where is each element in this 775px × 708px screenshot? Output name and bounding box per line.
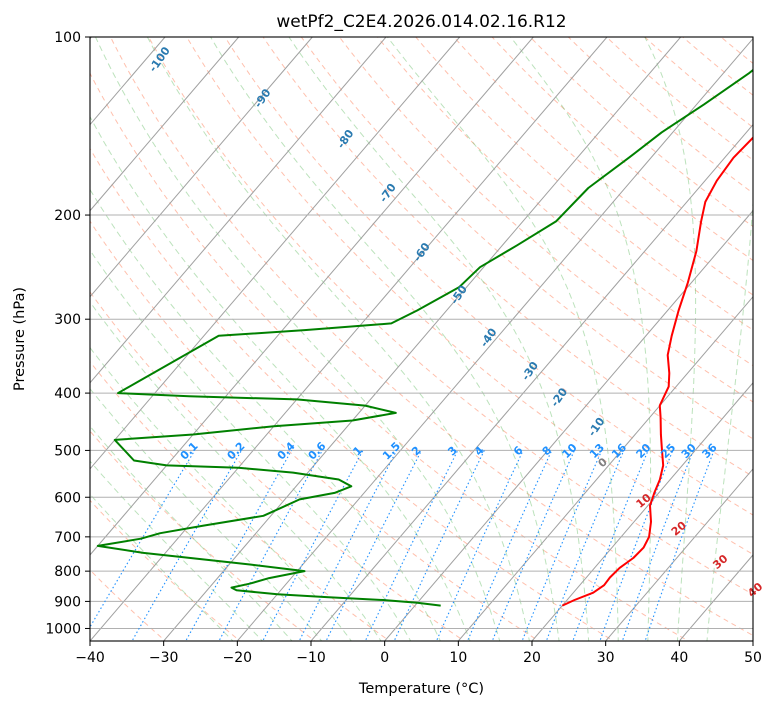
isotherm-line xyxy=(310,123,753,641)
isotherm-line xyxy=(90,37,313,298)
x-tick-label: −40 xyxy=(75,650,105,666)
x-tick-label: 30 xyxy=(597,650,615,666)
dry-adiabat-line xyxy=(90,147,615,641)
mixing-ratio-line xyxy=(545,450,625,641)
mixing-ratio-line xyxy=(572,450,649,641)
plot-frame xyxy=(89,36,754,642)
y-tick-label: 200 xyxy=(54,208,81,224)
x-tick-label: 10 xyxy=(449,650,467,666)
y-tick-label: 400 xyxy=(54,386,81,402)
y-tick-label: 500 xyxy=(54,443,81,459)
y-axis: 1000 900 800 700 600 500 400 300 200 100 xyxy=(45,30,90,637)
isotherm-line xyxy=(90,37,461,470)
moist-adiabat-line xyxy=(90,460,264,641)
y-tick-label: 300 xyxy=(54,312,81,328)
x-axis-title: Temperature (°C) xyxy=(358,681,484,697)
mixing-ratio-line xyxy=(491,450,575,641)
dry-adiabat-line xyxy=(491,37,753,262)
y-tick-label: 1000 xyxy=(45,621,81,637)
x-tick-label: 40 xyxy=(670,650,688,666)
isotherm-line xyxy=(457,295,753,641)
mixing-ratio-line xyxy=(435,450,524,641)
mixing-ratio-line xyxy=(521,450,603,641)
dry-adiabat-line xyxy=(186,37,753,555)
moist-adiabat-line xyxy=(90,425,293,641)
y-tick-label: 900 xyxy=(54,594,81,610)
mixing-ratio-line xyxy=(298,450,398,641)
dry-adiabat-line xyxy=(148,37,753,595)
y-axis-title: Pressure (hPa) xyxy=(12,287,28,391)
temperature-profile-line xyxy=(561,136,753,607)
isotherm-line xyxy=(605,468,753,641)
isotherm-line xyxy=(90,37,608,641)
dry-adiabat-line xyxy=(90,360,391,641)
dry-adiabats xyxy=(90,37,753,641)
mixing-ratio-line xyxy=(262,450,364,641)
y-tick-label: 800 xyxy=(54,564,81,580)
moist-adiabat-line xyxy=(90,188,441,641)
isotherm-line xyxy=(90,37,534,556)
mixing-ratio-line xyxy=(466,450,553,641)
y-tick-label: 600 xyxy=(54,490,81,506)
isotherms xyxy=(90,37,753,641)
isotherm-line xyxy=(384,209,753,641)
pressure-gridlines xyxy=(90,37,753,629)
dry-adiabat-line xyxy=(262,37,753,478)
moist-adiabat-line xyxy=(90,249,412,641)
x-tick-label: −30 xyxy=(149,650,179,666)
mixing-ratio-line xyxy=(218,450,323,641)
x-tick-label: 50 xyxy=(744,650,762,666)
dry-adiabat-line xyxy=(90,72,690,641)
dry-adiabat-line xyxy=(529,37,753,228)
x-tick-label: 0 xyxy=(380,650,389,666)
isotherm-line xyxy=(236,37,753,641)
dry-adiabat-line xyxy=(224,37,753,516)
x-tick-label: −20 xyxy=(223,650,253,666)
mixing-ratio-line xyxy=(90,450,196,629)
isotherm-line xyxy=(752,640,753,641)
isotherm-line xyxy=(531,382,753,641)
isotherm-line xyxy=(90,37,387,384)
chart-title: wetPf2_C2E4.2026.014.02.16.R12 xyxy=(276,12,566,32)
mixing-ratio-line xyxy=(185,450,292,641)
y-tick-label: 100 xyxy=(54,30,81,46)
isotherm-line xyxy=(90,37,240,212)
y-tick-label: 700 xyxy=(54,530,81,546)
plot-area xyxy=(90,37,753,641)
mixing-ratio-line xyxy=(131,450,242,641)
mixing-ratio-lines xyxy=(90,450,715,641)
x-tick-label: −10 xyxy=(296,650,326,666)
x-axis: −40 −30 −20 −10 0 10 20 30 40 50 xyxy=(75,641,762,666)
dewpoint-profile-line xyxy=(96,68,753,607)
isotherm-line xyxy=(163,37,682,641)
sounding-series xyxy=(96,68,753,607)
plot-background xyxy=(90,37,753,641)
x-tick-label: 20 xyxy=(523,650,541,666)
dry-adiabat-line xyxy=(90,291,466,641)
